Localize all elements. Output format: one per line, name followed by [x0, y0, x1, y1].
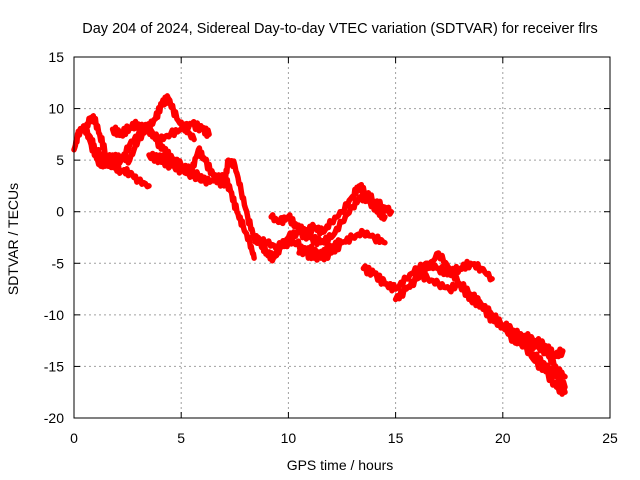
y-tick-label-5: 5 — [56, 152, 64, 168]
series-pass-i — [296, 227, 388, 263]
y-tick-label-4: 0 — [56, 204, 64, 220]
y-tick-label-7: 15 — [48, 49, 64, 65]
series-pass-j — [360, 258, 495, 294]
y-axis-label: SDTVAR / TECUs — [5, 183, 21, 295]
data-traces — [71, 93, 568, 397]
axes: 0 5 10 15 20 25 -20 -15 -10 -5 0 5 10 15 — [44, 49, 618, 446]
y-tick-label-6: 10 — [48, 101, 64, 117]
series-pass-c — [84, 93, 197, 170]
y-tick-label-2: -10 — [44, 307, 64, 323]
chart-title: Day 204 of 2024, Sidereal Day-to-day VTE… — [82, 21, 597, 37]
series-pass-d — [109, 118, 212, 144]
y-tick-label-3: -5 — [52, 255, 65, 271]
x-tick-label-3: 15 — [388, 430, 404, 446]
y-tick-label-0: -20 — [44, 410, 64, 426]
plot-frame — [73, 56, 611, 419]
series-pass-n — [510, 331, 566, 361]
x-tick-label-2: 10 — [281, 430, 297, 446]
series-pass-h — [268, 181, 395, 237]
x-tick-label-0: 0 — [70, 430, 78, 446]
x-tick-label-5: 25 — [602, 430, 618, 446]
x-tick-label-1: 5 — [177, 430, 185, 446]
y-tick-label-1: -15 — [44, 358, 64, 374]
x-axis-label: GPS time / hours — [287, 457, 394, 473]
x-tick-label-4: 20 — [495, 430, 511, 446]
series-pass-e — [146, 150, 257, 261]
